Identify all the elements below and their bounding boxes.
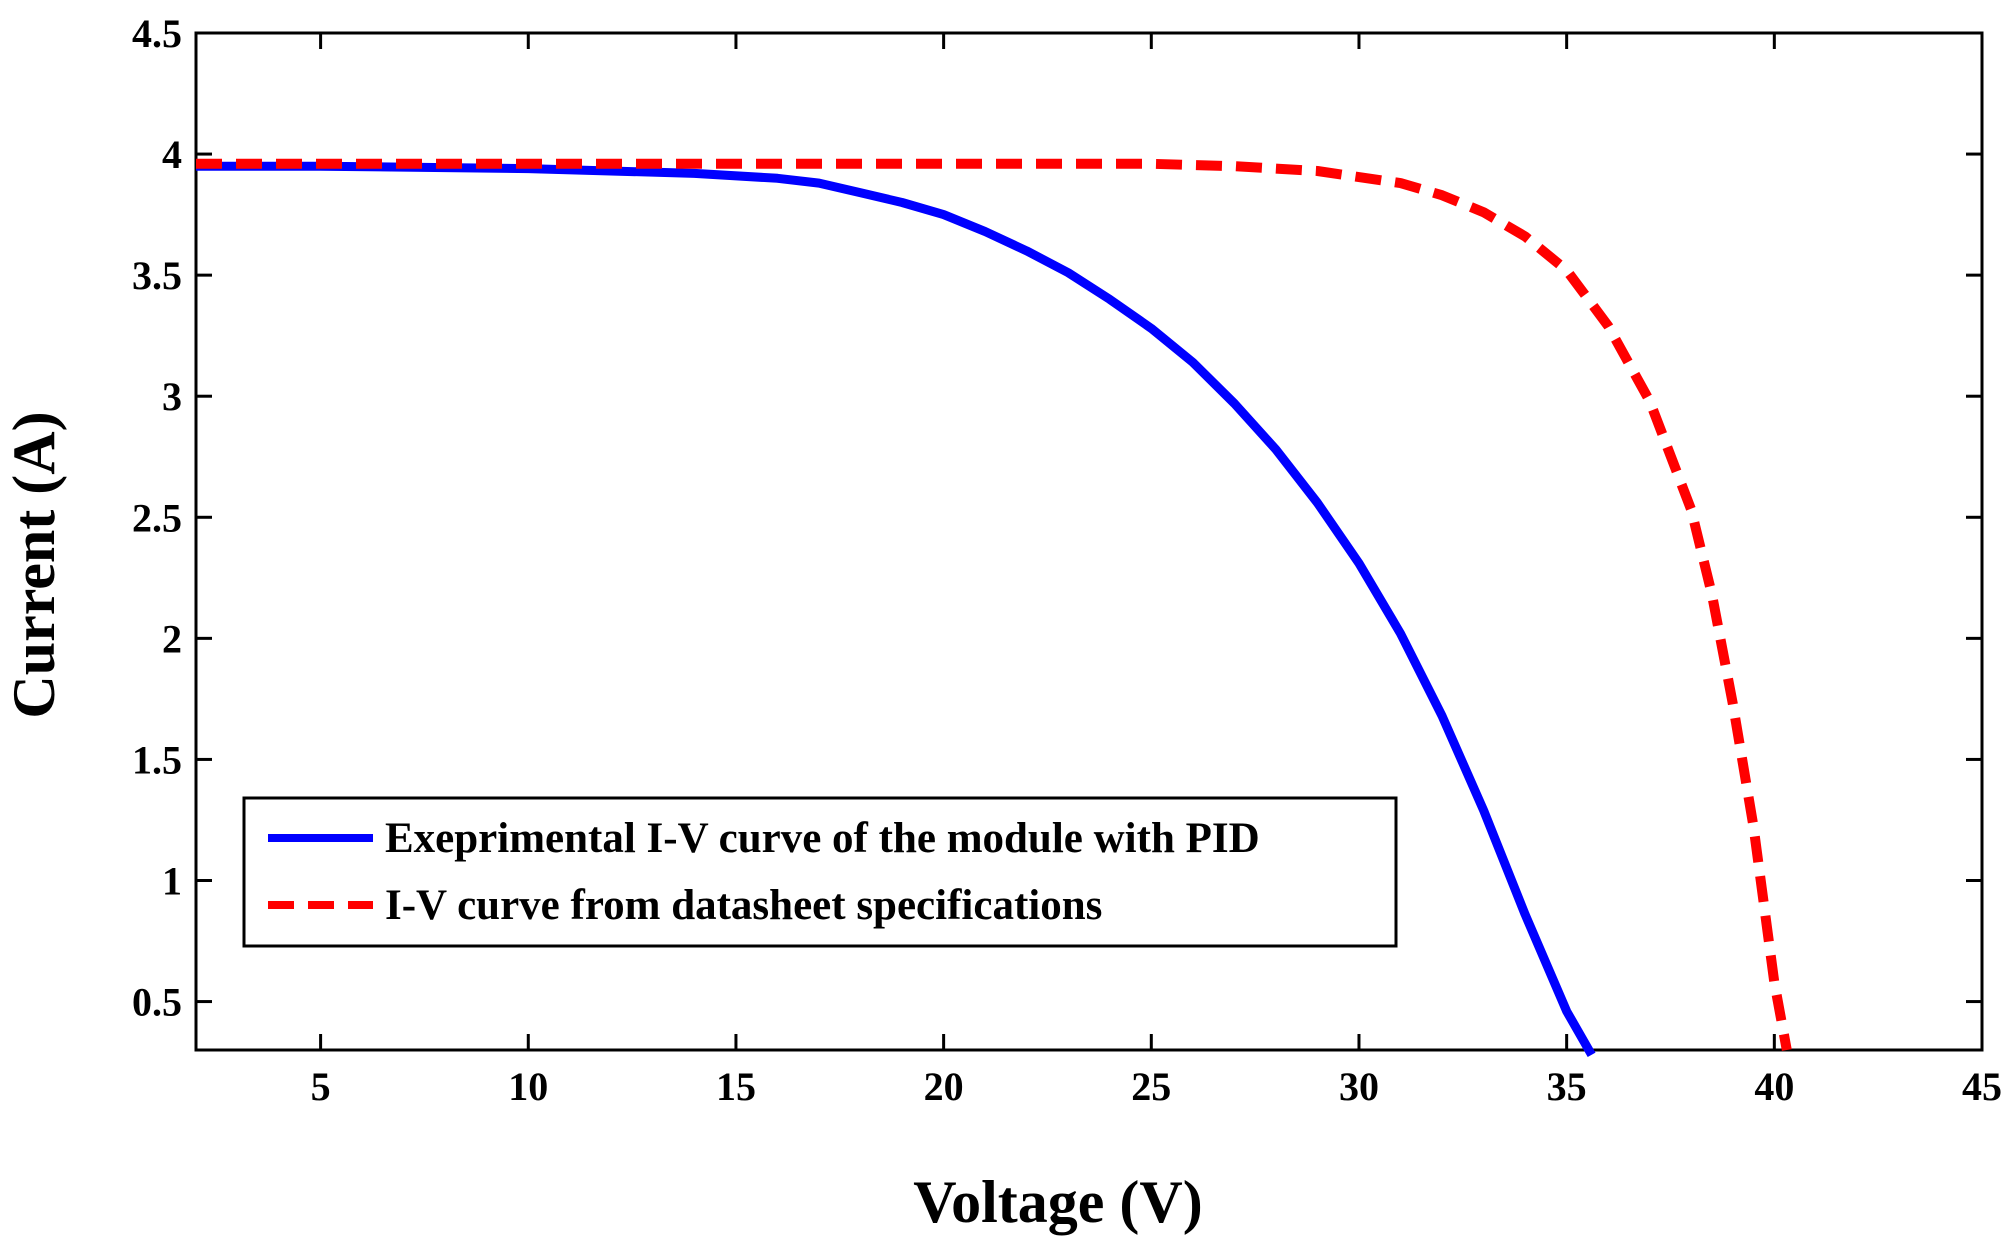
legend-label-experimental: Exeprimental I-V curve of the module wit… — [385, 815, 1260, 862]
y-tick-label: 1 — [162, 859, 182, 904]
legend: Exeprimental I-V curve of the module wit… — [242, 796, 1398, 948]
x-tick-label: 40 — [1754, 1064, 1794, 1109]
series-line-datasheet — [196, 158, 1792, 1051]
x-tick-label: 20 — [924, 1064, 964, 1109]
y-axis-label: Current (A) — [1, 411, 67, 718]
x-tick-label: 25 — [1131, 1064, 1171, 1109]
y-tick-label: 0.5 — [132, 980, 182, 1025]
x-tick-label: 35 — [1547, 1064, 1587, 1109]
y-tick-label: 3 — [162, 374, 182, 419]
x-ticks: 5 10 15 20 25 30 35 40 45 — [311, 33, 2002, 1109]
y-tick-label: 4.5 — [132, 11, 182, 56]
y-tick-label: 4 — [162, 132, 182, 177]
series-line-experimental — [196, 161, 1596, 1058]
x-tick-label: 5 — [311, 1064, 331, 1109]
y-ticks: 0.5 1 1.5 2 2.5 3 3.5 4 4.5 — [132, 11, 1982, 1025]
x-tick-label: 15 — [716, 1064, 756, 1109]
y-tick-label: 1.5 — [132, 737, 182, 782]
y-tick-label: 2.5 — [132, 495, 182, 540]
legend-label-datasheet: I-V curve from datasheet specifications — [385, 882, 1102, 929]
y-tick-label: 2 — [162, 616, 182, 661]
y-tick-label: 3.5 — [132, 253, 182, 298]
series-layer — [196, 158, 1792, 1058]
x-tick-label: 45 — [1962, 1064, 2002, 1109]
x-axis-label: Voltage (V) — [913, 1169, 1202, 1235]
x-tick-label: 10 — [508, 1064, 548, 1109]
x-tick-label: 30 — [1339, 1064, 1379, 1109]
legend-box — [242, 796, 1398, 948]
